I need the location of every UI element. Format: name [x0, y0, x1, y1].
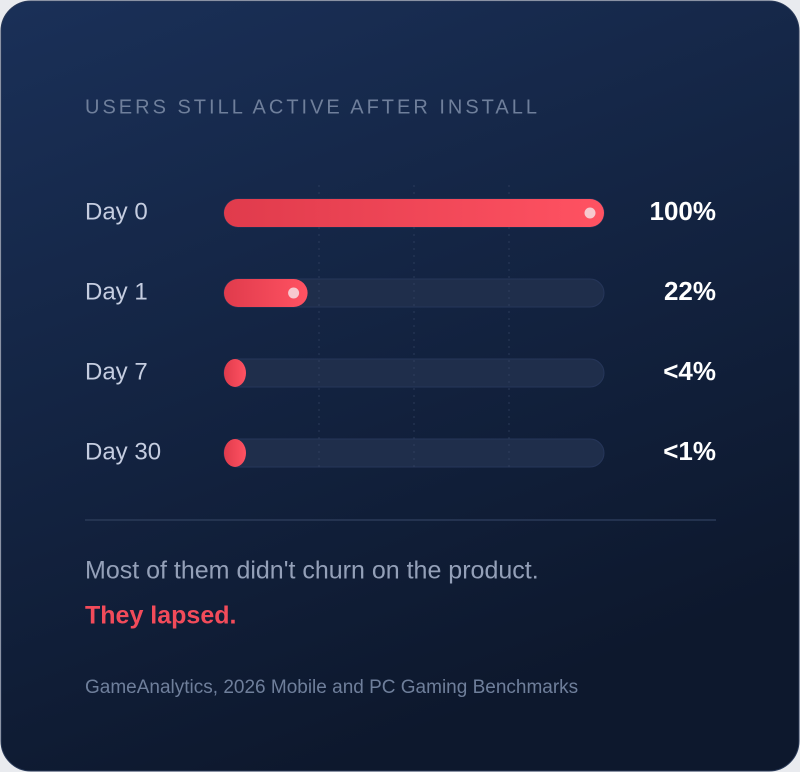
category-label: Day 1	[85, 278, 148, 305]
value-label: 22%	[664, 276, 716, 306]
value-label: <1%	[663, 436, 716, 466]
category-label: Day 0	[85, 198, 148, 225]
bar-knob	[584, 207, 596, 219]
chart-title: USERS STILL ACTIVE AFTER INSTALL	[85, 96, 540, 118]
bar	[224, 279, 308, 307]
note: Most of them didn't churn on the product…	[85, 557, 539, 585]
bar	[224, 359, 246, 387]
bar-knob	[288, 287, 300, 299]
value-label: <4%	[663, 356, 716, 386]
bar	[224, 439, 246, 467]
bar	[224, 199, 604, 227]
category-label: Day 30	[85, 438, 161, 465]
category-label: Day 7	[85, 358, 148, 385]
value-label: 100%	[650, 196, 717, 226]
source: GameAnalytics, 2026 Mobile and PC Gaming…	[85, 677, 578, 698]
highlight: They lapsed.	[85, 602, 236, 630]
